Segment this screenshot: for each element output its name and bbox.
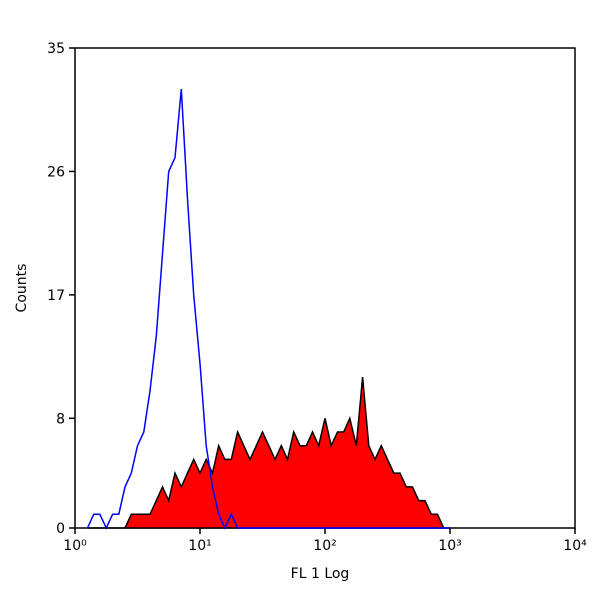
y-tick-label: 35 [47, 41, 65, 57]
y-axis-label: Counts [14, 264, 30, 313]
x-tick-label: 10⁴ [563, 538, 587, 554]
x-tick-label: 10³ [438, 538, 461, 554]
x-tick-label: 10² [313, 538, 336, 554]
stained-histogram [87, 377, 450, 529]
x-tick-label: 10¹ [188, 538, 211, 554]
x-axis-label: FL 1 Log [291, 566, 350, 582]
x-tick-label: 10⁰ [63, 538, 87, 554]
y-tick-label: 26 [47, 164, 65, 180]
y-tick-label: 8 [56, 411, 65, 427]
y-tick-label: 0 [56, 521, 65, 537]
isotype-histogram [86, 89, 450, 530]
y-tick-label: 17 [47, 288, 65, 304]
